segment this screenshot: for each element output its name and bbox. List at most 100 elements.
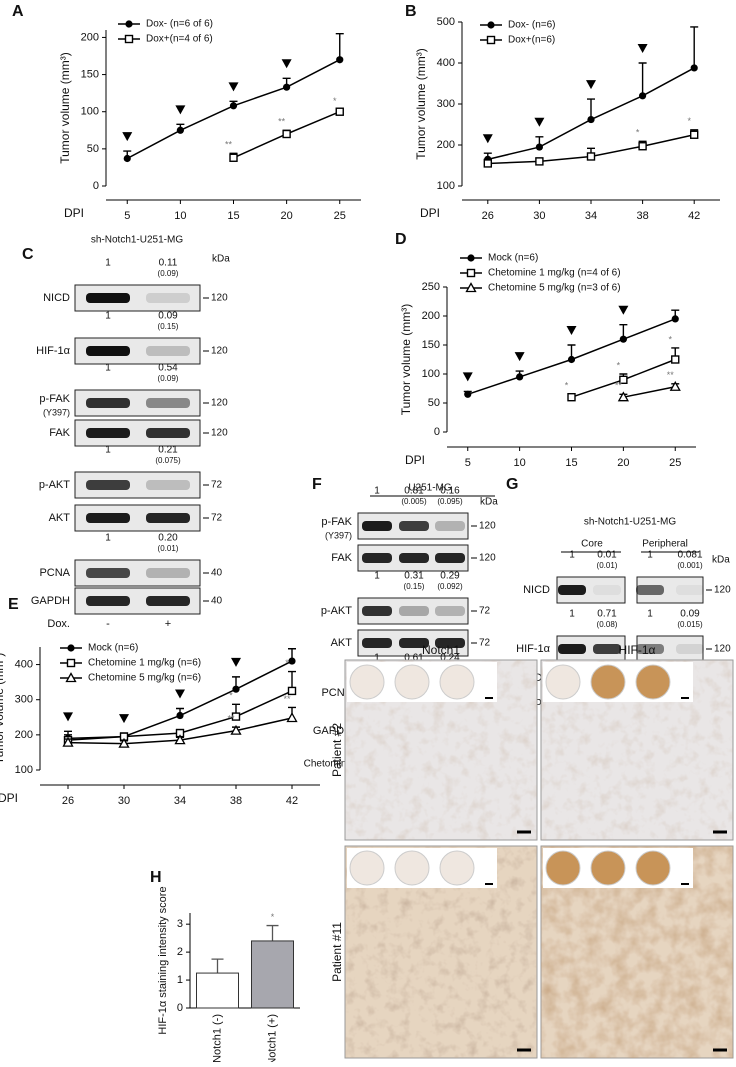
marker <box>638 142 647 151</box>
y-tick-label: 200 <box>422 310 440 322</box>
kda-value: 120 <box>211 293 228 304</box>
blot-name: AKT <box>49 512 71 524</box>
y-tick-label: 250 <box>422 281 440 293</box>
significance: ** <box>667 370 675 380</box>
blot-name: NICD <box>43 292 70 304</box>
band <box>146 513 190 523</box>
quant-sd: (0.15) <box>158 322 179 331</box>
significance: ** <box>615 381 623 391</box>
marker <box>483 159 492 168</box>
marker <box>617 391 629 402</box>
significance: ** <box>283 694 291 704</box>
legend-marker <box>467 254 475 262</box>
significance: * <box>636 128 640 138</box>
legend-marker <box>67 644 75 652</box>
legend-label: Dox- (n=6 of 6) <box>146 19 213 30</box>
x-tick-label: 20 <box>281 210 293 222</box>
quant-value: 0.09 <box>158 311 178 322</box>
band <box>362 553 392 563</box>
band <box>86 596 130 606</box>
panel-label: E <box>8 596 19 613</box>
blot-name: GAPDH <box>313 725 352 737</box>
kda-value: 120 <box>714 644 731 655</box>
y-tick-label: 50 <box>87 143 99 155</box>
treatment: Chetomine <box>304 759 353 770</box>
quant-value: 1 <box>374 571 380 582</box>
legend-marker <box>465 282 477 293</box>
tma-core <box>590 850 626 886</box>
band <box>636 644 664 654</box>
legend-marker <box>66 658 76 668</box>
marker <box>690 130 699 139</box>
band <box>86 398 130 408</box>
x-tick-label: 38 <box>636 210 648 222</box>
arrowhead <box>462 372 473 382</box>
legend-marker <box>125 20 133 28</box>
column-header: HIF-1α <box>619 643 656 657</box>
quant-sd: (0.005) <box>401 497 427 506</box>
significance: * <box>617 360 621 370</box>
y-tick-label: 1 <box>177 974 183 986</box>
tma-core <box>635 850 671 886</box>
y-tick-label: 2 <box>177 946 183 958</box>
tma-core <box>439 850 475 886</box>
legend-label: Dox+(n=4 of 6) <box>146 34 213 45</box>
quant-value: 0.81 <box>404 486 424 497</box>
y-axis-label: Tumor volume (mm³) <box>0 653 6 765</box>
marker <box>671 355 680 364</box>
arrowhead <box>637 44 648 53</box>
kda-value: 72 <box>479 606 491 617</box>
quant-value: 0.61 <box>404 653 424 664</box>
column-header: Notch1 <box>422 643 460 657</box>
band <box>86 513 130 523</box>
group-label: Core <box>581 539 603 550</box>
blot-header: sh-Notch1-U251-MG <box>584 517 676 528</box>
legend-marker <box>466 268 476 278</box>
y-axis-label: Tumor volume (mm³) <box>58 52 72 164</box>
x-tick-label: 34 <box>585 210 597 222</box>
marker <box>229 153 238 162</box>
blot-name: p-FAK <box>321 516 352 528</box>
quant-value: 1 <box>569 550 575 561</box>
significance: * <box>285 658 289 668</box>
bar <box>251 940 294 1009</box>
tma-core <box>439 664 475 700</box>
legend-label: Dox- (n=6) <box>508 20 556 31</box>
x-tick-label: 42 <box>286 795 298 807</box>
legend-marker <box>487 21 495 29</box>
x-axis-label: DPI <box>420 206 440 220</box>
y-axis-label: Tumor volume (mm³) <box>399 304 413 416</box>
legend-label: Chetomine 5 mg/kg (n=3 of 6) <box>488 283 621 294</box>
quant-value: 0.71 <box>597 609 617 620</box>
row-header: Patient #11 <box>330 922 344 982</box>
x-tick-label: 34 <box>174 795 186 807</box>
panel-label: H <box>150 869 162 886</box>
significance: * <box>271 912 275 922</box>
arrowhead <box>122 132 133 142</box>
arrowhead <box>228 82 239 92</box>
kda-value: 40 <box>211 568 223 579</box>
quant-value: 0.54 <box>158 363 178 374</box>
blot-header: sh-Notch1-U251-MG <box>91 235 183 246</box>
series-line <box>623 386 676 398</box>
kda-value: 72 <box>479 638 491 649</box>
band <box>86 428 130 438</box>
kda-value: 120 <box>479 553 496 564</box>
band <box>86 480 130 490</box>
band <box>362 638 392 648</box>
band <box>558 644 586 654</box>
marker <box>335 107 344 116</box>
blot-name: HIF-1α <box>36 345 71 357</box>
band <box>399 638 429 648</box>
tma-core <box>394 664 430 700</box>
marker <box>586 152 596 161</box>
band <box>86 293 130 303</box>
x-tick-label: 26 <box>62 795 74 807</box>
y-tick-label: 0 <box>434 426 440 438</box>
arrowhead <box>119 714 129 724</box>
error-bar <box>211 958 224 974</box>
legend-label: Dox+(n=6) <box>508 35 555 46</box>
quant-value: 0.21 <box>158 445 178 456</box>
marker <box>516 373 524 381</box>
